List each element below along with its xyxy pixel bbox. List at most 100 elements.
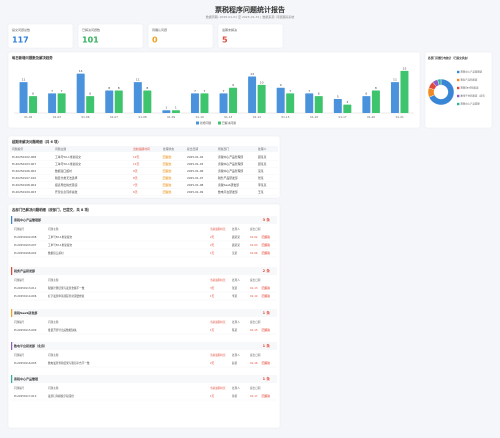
bar bbox=[362, 96, 371, 113]
table-cell: 票税中心产品管理部 bbox=[218, 155, 243, 159]
status-badge bbox=[261, 294, 270, 298]
column-header: 处理人 bbox=[232, 320, 240, 324]
column-header: 当前逾期时长 bbox=[210, 278, 226, 282]
column-header: 所属部门 bbox=[218, 147, 229, 151]
status-badge bbox=[162, 169, 171, 173]
table-cell: 已提交 bbox=[163, 190, 172, 194]
bar bbox=[200, 93, 209, 113]
card bbox=[7, 135, 281, 199]
table-cell: 张某 bbox=[258, 176, 264, 180]
legend-label: 票税中心产品管理 bbox=[461, 102, 481, 106]
group-name: 票税中心产品管理部 bbox=[14, 217, 41, 222]
legend-swatch bbox=[457, 78, 460, 82]
column-header: 问题编号 bbox=[14, 386, 25, 390]
group-count: 1 条 bbox=[263, 376, 271, 381]
table-cell: 开票信息同步失败 bbox=[55, 190, 78, 194]
bar-label: 7 bbox=[289, 89, 291, 93]
bar bbox=[48, 93, 57, 113]
column-header: 当前逾期时间 bbox=[133, 147, 150, 151]
table-cell: 数电发票查验结果与税局平台不一致 bbox=[48, 361, 90, 365]
pie-slice bbox=[428, 78, 455, 106]
status-badge bbox=[261, 251, 270, 255]
column-header: 问题编号 bbox=[14, 227, 25, 231]
table-cell: 已提交 bbox=[163, 169, 172, 173]
table-cell: 陈某 bbox=[232, 328, 238, 332]
table-cell: 红字发票申请流程异常需要修复 bbox=[48, 294, 85, 298]
column-header: 问题主题 bbox=[48, 320, 59, 324]
table-cell: 票税SaaS研发部 bbox=[218, 183, 239, 187]
bar-label: 3 bbox=[346, 100, 348, 104]
table-cell: PI-20250108-004 bbox=[12, 183, 36, 187]
bar-label: 7 bbox=[204, 89, 206, 93]
legend-label: 票税SaaS研发部 bbox=[461, 86, 480, 90]
table-cell: 已解决 bbox=[262, 328, 270, 332]
bar-label: 10 bbox=[260, 80, 264, 84]
table-cell: 01-13 bbox=[250, 286, 258, 290]
status-badge bbox=[261, 243, 270, 247]
bar-label: 1 bbox=[175, 106, 177, 110]
table-cell: 赵某 bbox=[232, 361, 238, 365]
bar-label: 6 bbox=[318, 92, 320, 96]
table-cell: 6天 bbox=[133, 190, 138, 194]
group-name: 税务产品研发部 bbox=[14, 268, 35, 273]
table-cell: PI-20250107-010 bbox=[12, 176, 36, 180]
bar-label: 7 bbox=[61, 89, 63, 93]
status-badge bbox=[261, 286, 270, 290]
bar bbox=[333, 98, 342, 113]
table-cell: PI-20250106-002 bbox=[14, 251, 37, 255]
bar-label: 1 bbox=[165, 106, 167, 110]
table-cell: 已解决 bbox=[262, 361, 270, 365]
table-cell: 已解决 bbox=[262, 286, 270, 290]
group-accent bbox=[11, 375, 13, 383]
kpi-value: 5 bbox=[222, 36, 228, 45]
table-cell: 已解决 bbox=[262, 235, 270, 239]
legend-label: 新增问题 bbox=[200, 121, 211, 125]
chart-title: 每日新增问题数及解决趋势 bbox=[12, 55, 53, 60]
table-cell: 1天 bbox=[210, 394, 215, 398]
table-cell: 报表导出格式错误 bbox=[55, 183, 78, 187]
column-header: 处理人 bbox=[232, 278, 240, 282]
x-tick-label: 01-06 bbox=[81, 115, 89, 119]
table-cell: 票税中心产品管理部 bbox=[218, 162, 243, 166]
table-cell: 工单号50-1重复提交 bbox=[48, 243, 72, 247]
card bbox=[77, 23, 144, 49]
status-badge bbox=[162, 162, 171, 166]
bar bbox=[143, 90, 152, 113]
group-count: 1 条 bbox=[263, 343, 271, 348]
table-cell: 已解决 bbox=[262, 243, 270, 247]
kpi-label: 已解决问题数 bbox=[82, 27, 100, 32]
column-header: 当前逾期时长 bbox=[210, 320, 226, 324]
bar bbox=[57, 93, 66, 113]
bar-label: 8 bbox=[146, 86, 148, 90]
status-badge bbox=[162, 183, 171, 187]
group-header-bg bbox=[11, 375, 277, 383]
status-badge bbox=[162, 176, 171, 180]
group-accent bbox=[11, 267, 13, 275]
status-badge bbox=[162, 190, 171, 194]
x-tick-label: 01-21 bbox=[396, 115, 404, 119]
column-header: 问题主题 bbox=[48, 386, 59, 390]
group-header-bg bbox=[11, 216, 277, 224]
table-cell: 顾某某 bbox=[232, 235, 240, 239]
table-cell: 8天 bbox=[133, 176, 138, 180]
column-header: 问题编号 bbox=[14, 278, 25, 282]
column-header: 问题主题 bbox=[55, 147, 66, 151]
table-cell: 吴某 bbox=[258, 169, 264, 173]
group-accent bbox=[11, 342, 13, 350]
group-name: 数电平台研发部（北京） bbox=[13, 343, 47, 348]
card bbox=[217, 23, 284, 49]
table-cell: 2025-01-07 bbox=[187, 176, 203, 180]
column-header: 处理人 bbox=[232, 386, 240, 390]
legend-swatch bbox=[196, 121, 199, 125]
table-cell: PI-20250109-003 bbox=[12, 190, 36, 194]
bar bbox=[19, 82, 28, 113]
table-cell: 2天 bbox=[210, 361, 215, 365]
group-count: 3 条 bbox=[263, 217, 271, 222]
bar bbox=[171, 110, 180, 113]
table-cell: 税额计算结果与发票金额不一致 bbox=[48, 286, 85, 290]
status-badge bbox=[162, 155, 171, 159]
table-cell: 1天 bbox=[210, 328, 215, 332]
table-cell: 数据接口超时 bbox=[48, 251, 64, 255]
table-cell: 顾某某 bbox=[258, 155, 267, 159]
